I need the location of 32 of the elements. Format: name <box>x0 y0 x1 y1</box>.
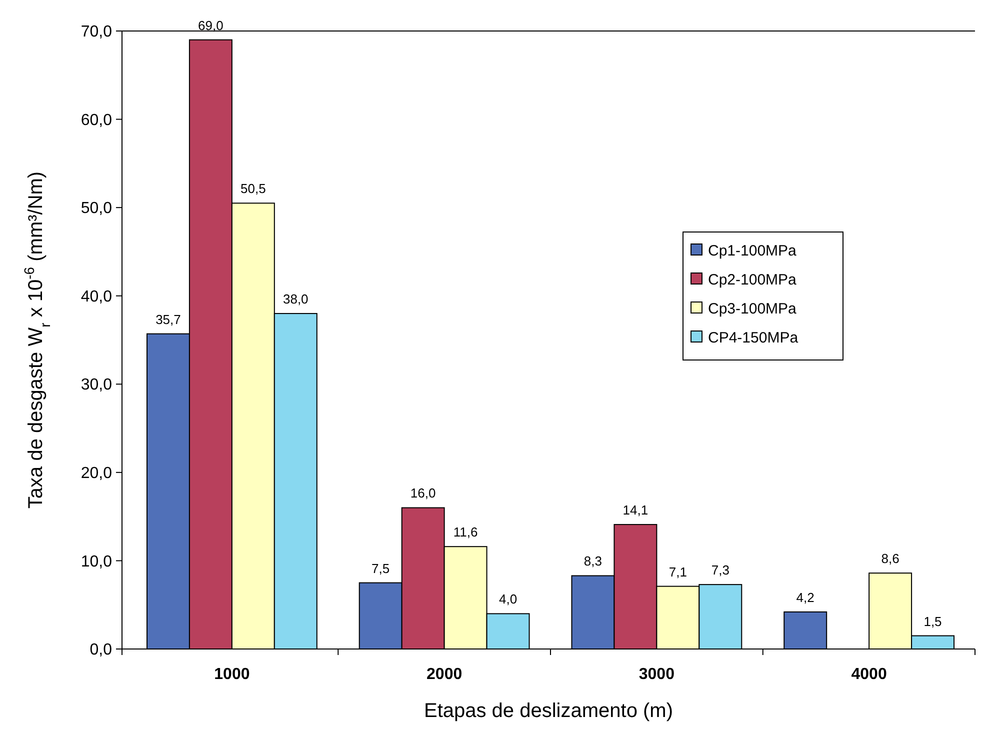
data-label: 14,1 <box>622 502 648 518</box>
legend-label: Cp1-100MPa <box>708 242 798 260</box>
x-tick-label: 1000 <box>214 666 250 683</box>
data-label: 7,3 <box>711 562 730 578</box>
y-tick-label: 20,0 <box>80 465 112 482</box>
y-tick-label: 30,0 <box>80 376 112 394</box>
y-tick-label: 10,0 <box>80 553 112 570</box>
data-label: 7,5 <box>372 560 390 576</box>
x-tick-label: 3000 <box>638 666 675 683</box>
y-tick-label: 0,0 <box>90 642 112 659</box>
x-tick-label: 4000 <box>851 666 887 683</box>
legend-label: Cp2-100MPa <box>708 271 798 288</box>
x-axis-title: Etapas de deslizamento (m) <box>424 700 674 722</box>
data-label: 16,0 <box>410 486 436 501</box>
data-label: 50,5 <box>240 181 266 196</box>
data-label: 8,3 <box>584 554 602 569</box>
data-label: 35,7 <box>156 312 181 327</box>
y-tick-label: 60,0 <box>80 112 112 129</box>
y-tick-label: 40,0 <box>80 288 112 306</box>
y-tick-label: 70,0 <box>80 24 112 41</box>
data-label: 1,5 <box>924 614 942 629</box>
data-label: 7,1 <box>668 564 687 580</box>
data-label: 38,0 <box>282 292 308 307</box>
x-tick-label: 2000 <box>426 666 462 683</box>
y-tick-label: 50,0 <box>80 200 112 218</box>
data-label: 69,0 <box>198 18 224 33</box>
data-label: 4,2 <box>796 590 814 605</box>
data-label: 11,6 <box>453 524 478 540</box>
legend-label: Cp3-100MPa <box>708 300 798 318</box>
data-label: 4,0 <box>498 592 518 607</box>
data-label: 8,6 <box>881 551 900 566</box>
legend-label: CP4-150MPa <box>708 329 799 346</box>
